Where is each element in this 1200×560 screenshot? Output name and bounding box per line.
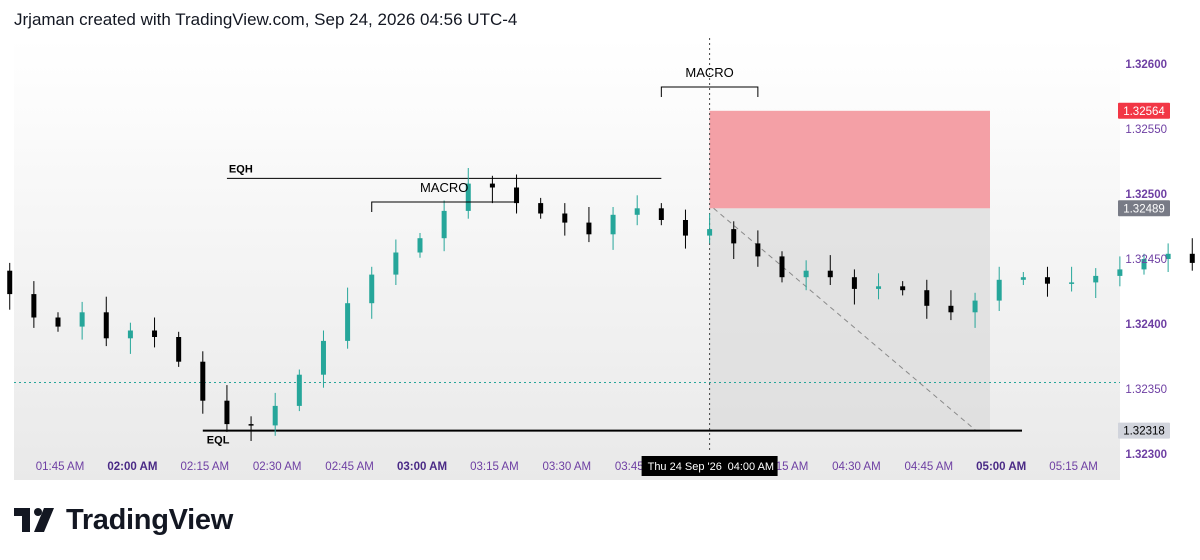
candle-body [779, 256, 785, 278]
candle-body [200, 361, 206, 401]
x-tick-label: 02:45 AM [325, 461, 374, 473]
zone-bottom-price-tag [1118, 200, 1170, 217]
y-tick-label: 1.32450 [1125, 254, 1167, 266]
candle-body [393, 252, 399, 275]
candle-body [1044, 277, 1050, 284]
target-zone [709, 208, 990, 431]
eql-label: EQL [207, 435, 230, 447]
candle-body [417, 238, 423, 253]
candle-body [465, 183, 471, 211]
y-tick-label: 1.32550 [1125, 124, 1167, 136]
x-tick-label: 01:45 AM [36, 461, 85, 473]
crosshair-time-box [641, 456, 778, 476]
macro-1-label: MACRO [420, 180, 468, 195]
eql-price-tag [1118, 422, 1170, 439]
candle-body [369, 274, 375, 304]
candle-body [610, 214, 616, 235]
zone-top-price-value: 1.32564 [1123, 106, 1165, 118]
candle-body [586, 222, 592, 235]
candle-body [1020, 277, 1026, 280]
macro-2-label: MACRO [685, 65, 733, 80]
candle-body [707, 229, 713, 236]
candle-body [682, 220, 688, 236]
candle-body [441, 210, 447, 239]
tradingview-brand[interactable]: TradingView [14, 500, 233, 540]
eqh-label: EQH [229, 163, 253, 175]
y-tick-label: 1.32300 [1125, 449, 1167, 461]
candle-body [514, 187, 520, 204]
candle-body [152, 330, 158, 337]
candle-body [803, 270, 809, 278]
x-tick-label: 02:15 AM [181, 461, 230, 473]
candle-body [924, 290, 930, 306]
y-tick-label: 1.32600 [1125, 59, 1167, 71]
candle-body [1165, 253, 1171, 259]
eql-price-value: 1.32318 [1123, 426, 1165, 438]
candle-body [272, 405, 278, 426]
price-chart[interactable]: EQL EQH MACRO MACRO 1.32600 1.32550 1.32500 1.… [0, 0, 1200, 490]
candle-body [1069, 282, 1075, 284]
candle-body [127, 330, 133, 339]
candle-body [1093, 275, 1099, 283]
x-tick-label: 02:00 AM [107, 461, 157, 473]
candle-body [103, 312, 109, 339]
candle-body [7, 270, 13, 295]
candle-body [755, 243, 761, 257]
x-tick-label: 04:30 AM [832, 461, 881, 473]
crosshair-date: Thu 24 Sep '26 [648, 461, 722, 473]
candle-body [320, 340, 326, 375]
candle-body [972, 300, 978, 313]
x-tick-label: 05:15 AM [1049, 461, 1098, 473]
candle-body [1141, 259, 1147, 270]
zone-top-price-tag [1118, 102, 1170, 119]
candle-body [658, 208, 664, 220]
macro-2-bracket [660, 86, 759, 97]
candle-body [55, 317, 61, 327]
candle-body [489, 183, 495, 188]
candle-body [562, 213, 568, 223]
x-tick-label: 02:30 AM [253, 461, 302, 473]
candle-body [948, 305, 954, 313]
candle-body [731, 229, 737, 244]
x-tick-label: 03:00 AM [397, 461, 447, 473]
candle-body [996, 279, 1002, 301]
y-tick-label: 1.32350 [1125, 384, 1167, 396]
macro-1-bracket [371, 201, 518, 212]
candle-body [1189, 253, 1195, 263]
candle-body [248, 424, 254, 426]
candle-body [538, 203, 544, 214]
candle-body [900, 286, 906, 291]
candle-body [1117, 269, 1123, 276]
y-tick-label: 1.32400 [1125, 319, 1167, 331]
crosshair-time: 04:00 AM [728, 461, 774, 473]
x-tick-label: 03:30 AM [543, 461, 592, 473]
candle-body [224, 400, 230, 425]
chart-header: Jrjaman created with TradingView.com, Se… [14, 10, 518, 29]
y-tick-label: 1.32500 [1125, 189, 1167, 201]
candle-body [176, 337, 182, 362]
candle-body [634, 208, 640, 215]
candle-body [345, 303, 351, 341]
x-tick-label: 04:45 AM [905, 461, 954, 473]
candle-body [79, 312, 85, 327]
tradingview-logo-icon [14, 508, 54, 532]
candle-body [827, 270, 833, 278]
candle-body [876, 286, 882, 289]
x-tick-label: 05:00 AM [976, 461, 1026, 473]
candle-body [31, 294, 37, 318]
x-tick-label: 03:15 AM [470, 461, 519, 473]
candle-body [851, 277, 857, 289]
stop-zone [709, 110, 990, 209]
zone-bottom-price-value: 1.32489 [1123, 203, 1165, 215]
candle-body [296, 374, 302, 406]
brand-name: TradingView [66, 503, 233, 536]
